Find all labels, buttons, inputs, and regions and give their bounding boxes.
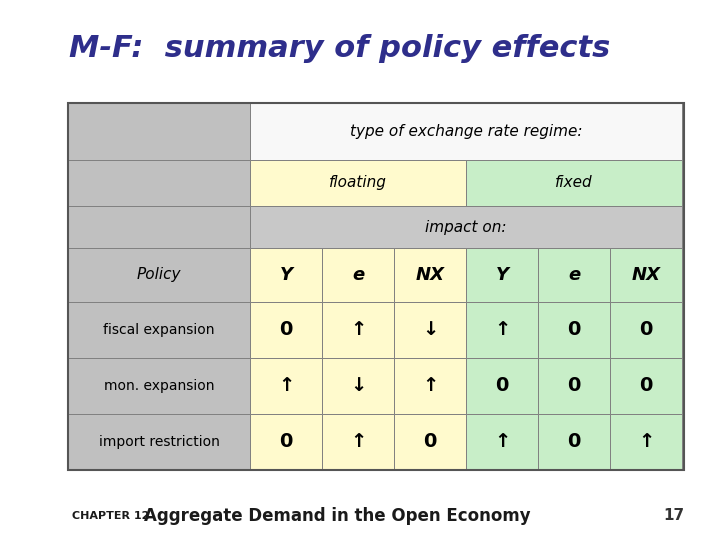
Bar [322,414,394,470]
Text: ↑: ↑ [494,433,510,451]
Text: 0: 0 [639,320,653,339]
Text: impact on:: impact on: [426,220,507,234]
Text: fixed: fixed [555,176,593,190]
Bar [68,160,250,206]
Bar [68,414,250,470]
Text: Y: Y [495,266,508,284]
Text: Policy: Policy [137,267,181,282]
Text: NX: NX [631,266,661,284]
Text: floating: floating [329,176,387,190]
Text: e: e [352,266,364,284]
Text: ↓: ↓ [350,376,366,395]
Bar [466,248,538,302]
Bar [250,103,682,160]
Bar [322,357,394,414]
Text: fiscal expansion: fiscal expansion [104,323,215,337]
Bar [68,357,250,414]
Bar [68,302,250,357]
Bar [466,160,682,206]
Bar [250,302,322,357]
Bar [466,357,538,414]
Text: 0: 0 [567,433,581,451]
Text: mon. expansion: mon. expansion [104,379,215,393]
Text: NX: NX [415,266,444,284]
Bar [466,414,538,470]
Text: ↓: ↓ [422,320,438,339]
Bar [610,302,682,357]
Text: e: e [568,266,580,284]
Bar [394,357,466,414]
Text: M-F:  summary of policy effects: M-F: summary of policy effects [68,34,610,63]
Text: import restriction: import restriction [99,435,220,449]
Text: 0: 0 [423,433,437,451]
Text: ↑: ↑ [350,433,366,451]
Text: ↑: ↑ [422,376,438,395]
Text: Y: Y [279,266,292,284]
Bar [610,248,682,302]
Bar [68,103,250,160]
Text: CHAPTER 12: CHAPTER 12 [72,511,149,521]
Bar [394,248,466,302]
Bar [610,414,682,470]
Bar [250,206,682,248]
Text: 0: 0 [639,376,653,395]
Bar [538,248,610,302]
Text: ↑: ↑ [350,320,366,339]
Bar [538,414,610,470]
Bar [68,206,250,248]
Text: 0: 0 [279,433,293,451]
Text: ↑: ↑ [278,376,294,395]
Bar [466,302,538,357]
Text: 0: 0 [495,376,509,395]
Text: type of exchange rate regime:: type of exchange rate regime: [350,124,582,139]
Text: ↑: ↑ [638,433,654,451]
Bar [394,302,466,357]
Bar [68,248,250,302]
Text: 0: 0 [567,376,581,395]
Bar [322,302,394,357]
Bar [250,414,322,470]
Text: ↑: ↑ [494,320,510,339]
Bar [250,357,322,414]
Bar [538,357,610,414]
Text: 0: 0 [279,320,293,339]
Bar [250,160,466,206]
Bar [610,357,682,414]
Bar [322,248,394,302]
Bar [250,248,322,302]
Text: Aggregate Demand in the Open Economy: Aggregate Demand in the Open Economy [144,507,531,525]
Bar [394,414,466,470]
Text: 0: 0 [567,320,581,339]
Bar [538,302,610,357]
Text: 17: 17 [663,508,684,523]
